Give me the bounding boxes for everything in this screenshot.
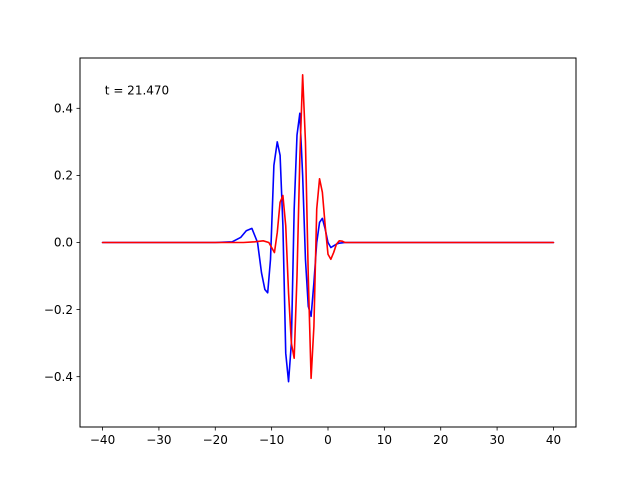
x-tick-label: 40 xyxy=(546,433,561,447)
y-tick-label: 0.4 xyxy=(54,102,73,116)
x-tick-label: −30 xyxy=(146,433,171,447)
x-tick-label: −10 xyxy=(259,433,284,447)
y-tick-label: −0.4 xyxy=(44,370,73,384)
x-tick-label: 20 xyxy=(433,433,448,447)
x-tick-label: −40 xyxy=(90,433,115,447)
series-line-2 xyxy=(101,73,555,380)
x-tick-label: −20 xyxy=(203,433,228,447)
y-tick-label: 0.0 xyxy=(54,236,73,250)
x-tick-label: 0 xyxy=(324,433,332,447)
series-line-1 xyxy=(101,112,555,383)
x-tick-label: 30 xyxy=(489,433,504,447)
y-tick-label: 0.2 xyxy=(54,169,73,183)
y-tick-label: −0.2 xyxy=(44,303,73,317)
x-axis: −40 −30 −20 −10 0 10 20 30 40 xyxy=(90,427,561,447)
x-tick-label: 10 xyxy=(377,433,392,447)
plot-lines xyxy=(101,73,555,383)
time-annotation: t = 21.470 xyxy=(105,84,169,98)
y-axis: −0.4 −0.2 0.0 0.2 0.4 xyxy=(44,102,80,384)
